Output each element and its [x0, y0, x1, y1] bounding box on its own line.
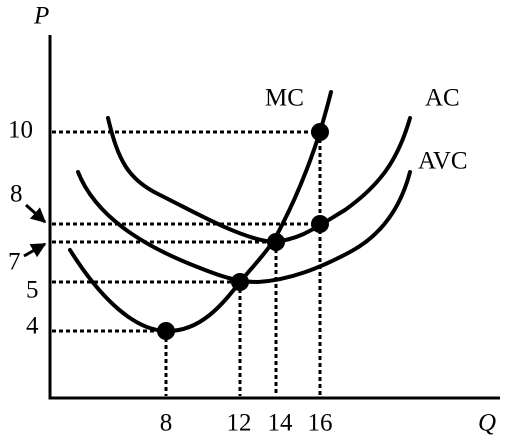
y-label: 8 [10, 181, 23, 208]
point [311, 215, 329, 233]
guide-lines [52, 130, 322, 396]
guide-line [52, 329, 168, 396]
x-label: 16 [308, 410, 333, 437]
label-arrow [23, 242, 47, 258]
x-label: 12 [227, 410, 252, 437]
x-label: 14 [268, 410, 294, 437]
guide-line [52, 280, 242, 396]
x-axis-title: Q [478, 410, 496, 437]
y-axis-title: P [33, 3, 49, 30]
avc-curve [76, 170, 412, 285]
y-label: 10 [8, 117, 33, 144]
x-label: 8 [160, 410, 173, 437]
label-arrow [24, 203, 47, 224]
points [157, 123, 329, 340]
point [157, 322, 175, 340]
guide-line [52, 130, 322, 396]
mc-curve [68, 90, 333, 334]
curve-label: MC [265, 85, 304, 112]
guide-line [52, 240, 278, 396]
y-label: 4 [26, 313, 39, 340]
y-label: 7 [8, 249, 21, 276]
curve-label: AVC [418, 148, 468, 175]
axes [48, 35, 500, 400]
y-label: 5 [26, 277, 39, 304]
point [311, 123, 329, 141]
point [231, 273, 249, 291]
curve-label: AC [425, 85, 460, 112]
point [267, 233, 285, 251]
